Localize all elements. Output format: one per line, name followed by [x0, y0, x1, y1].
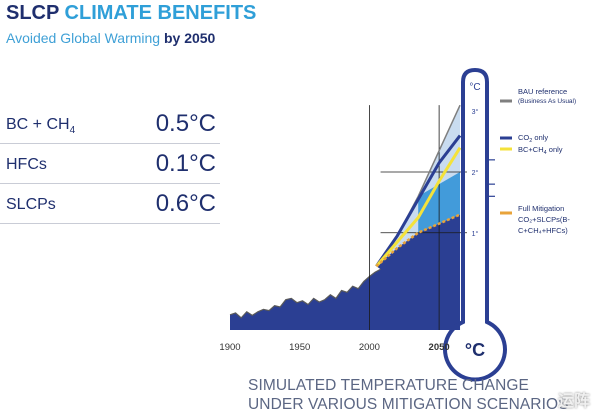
thermometer-unit-top: °C — [469, 82, 480, 93]
observed-area — [230, 214, 461, 330]
series-line-co2 — [375, 134, 462, 268]
legend-label-co2: CO2 only — [518, 133, 548, 144]
x-tick-label: 1950 — [289, 342, 310, 353]
legend-label-bau: BAU reference — [518, 87, 567, 96]
legend-label-bau-sub: (Business As Usual) — [518, 98, 576, 105]
x-tick-label: 2050 — [429, 342, 450, 353]
y-tick-label: 2° — [472, 169, 479, 177]
title-part-1: SLCP — [6, 2, 59, 24]
page-title: SLCP CLIMATE BENEFITS — [6, 2, 256, 25]
axis-layer: 1900 1950 2000 2050 1° 2° 3° — [219, 108, 495, 353]
title-part-2: CLIMATE BENEFITS — [64, 2, 257, 24]
legend-label-full-2: CO₂+SLCPs(B- — [518, 215, 570, 224]
benefit-label: SLCPs — [6, 196, 56, 213]
footer-line-1: SIMULATED TEMPERATURE CHANGE — [248, 377, 529, 394]
legend: BAU reference (Business As Usual) CO2 on… — [500, 87, 576, 235]
observed-line — [229, 268, 381, 319]
legend-label-full-1: Full Mitigation — [518, 204, 564, 213]
plot-layer — [229, 104, 467, 330]
legend-label-bcch4: BC+CH4 only — [518, 145, 563, 156]
benefit-value: 0.1°C — [155, 150, 216, 177]
subtitle-part-1: Avoided Global Warming — [6, 30, 161, 46]
series-line-bcch4 — [375, 146, 462, 268]
benefit-row-slcps: SLCPs 0.6°C — [0, 184, 220, 224]
footer-line-2: UNDER VARIOUS MITIGATION SCENARIOS — [248, 396, 569, 413]
subtitle-part-2: by 2050 — [163, 30, 216, 46]
divider — [0, 223, 220, 224]
benefit-value: 0.5°C — [155, 110, 216, 137]
x-tick-label: 2000 — [359, 342, 380, 353]
y-tick-label: 3° — [472, 108, 479, 116]
benefit-row-bc-ch4: BC + CH4 0.5°C — [0, 104, 220, 144]
thermometer-unit-bulb: °C — [465, 340, 485, 360]
y-tick-label: 1° — [472, 230, 479, 238]
thermometer-tube — [443, 67, 507, 382]
benefit-value: 0.6°C — [155, 190, 216, 217]
legend-label-full-3: C+CH₄+HFCs) — [518, 226, 568, 235]
benefit-row-hfcs: HFCs 0.1°C — [0, 144, 220, 184]
divider — [0, 183, 220, 184]
x-tick-label: 1900 — [219, 342, 240, 353]
watermark: 运阵 — [557, 393, 590, 410]
benefit-label: HFCs — [6, 156, 47, 173]
page-subtitle: Avoided Global Warming by 2050 — [6, 30, 215, 46]
benefit-label: BC + CH4 — [6, 116, 76, 137]
divider — [0, 143, 220, 144]
